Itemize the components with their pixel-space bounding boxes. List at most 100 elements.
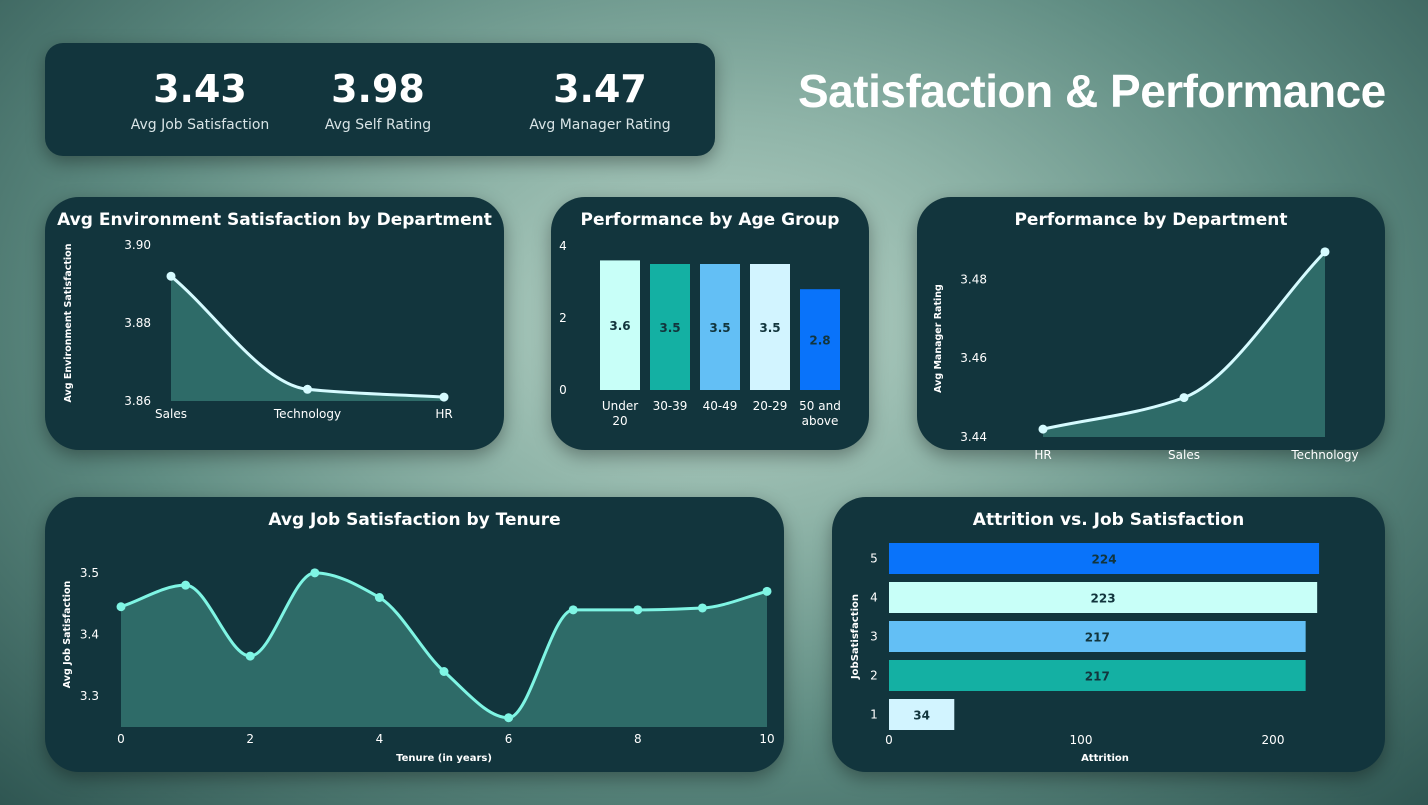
env-satisfaction-panel: Avg Environment Satisfaction by Departme… [45, 197, 504, 450]
chart-title: Performance by Department [1014, 210, 1288, 230]
data-point [303, 384, 312, 394]
x-tick-label: 0 [885, 733, 893, 747]
data-point [181, 580, 191, 590]
attrition-chart: 224 5 223 4 217 3 217 2 34 10 100 200 Attrition JobSa… [850, 543, 1320, 764]
x-axis-label: Tenure (in years) [396, 753, 492, 764]
y-tick-label: 3.86 [124, 394, 151, 408]
data-point [568, 605, 578, 615]
x-tick-label: 0 [117, 732, 125, 746]
kpi-label: Avg Manager Rating [529, 117, 671, 133]
x-tick-label: 20-29 [753, 399, 788, 413]
kpi-self-rating: 3.98 Avg Self Rating [278, 67, 478, 133]
bar [889, 543, 1320, 574]
kpi-label: Avg Job Satisfaction [130, 117, 270, 133]
data-label: 3.5 [759, 321, 780, 335]
y-tick-label: 3.5 [80, 566, 99, 580]
data-point [439, 667, 449, 676]
area-fill [1043, 251, 1325, 437]
y-tick-label: 3.90 [124, 238, 151, 252]
x-tick-label: 40-49 [703, 399, 738, 413]
y-tick-label: 0 [559, 383, 567, 397]
x-tick-label: 2 [246, 732, 254, 746]
y-tick-label: 3.3 [80, 689, 99, 703]
bar [650, 264, 690, 390]
y-tick-label: 3.48 [960, 272, 987, 286]
chart-title: Avg Job Satisfaction by Tenure [268, 510, 561, 530]
y-axis-label: Avg Job Satisfaction [62, 581, 73, 689]
y-tick-label: 5 [870, 552, 878, 566]
x-tick-label: Technology [1290, 448, 1358, 462]
data-label: 3.5 [709, 321, 730, 335]
data-point [374, 593, 384, 602]
data-label: 223 [1091, 592, 1116, 606]
kpi-card: 3.43 Avg Job Satisfaction 3.98 Avg Self … [45, 43, 715, 156]
data-label: 3.5 [659, 321, 680, 335]
x-axis-label: Attrition [1081, 753, 1129, 764]
kpi-value: 3.98 [331, 67, 425, 111]
chart-title: Performance by Age Group [580, 210, 840, 230]
data-point [633, 605, 643, 615]
x-tick-label: Under [602, 399, 638, 413]
x-tick-label: 10 [759, 732, 774, 746]
x-tick-label: Sales [1168, 448, 1200, 462]
x-tick-label: 8 [634, 732, 642, 746]
kpi-value: 3.47 [553, 67, 647, 111]
y-tick-label: 2 [870, 669, 878, 683]
area-fill [121, 572, 767, 727]
x-tick-label: 6 [505, 732, 513, 746]
bar [750, 264, 790, 390]
page-title: Satisfaction & Performance [798, 65, 1386, 117]
data-point [439, 392, 449, 402]
data-label: 2.8 [809, 334, 830, 348]
department-performance-panel: Performance by Department 3.44 3.46 3.48 HR… [917, 197, 1385, 462]
x-tick-label: 4 [376, 732, 384, 746]
x-tick-label: Sales [155, 407, 187, 421]
bar [700, 264, 740, 390]
x-tick-label: 20 [612, 414, 627, 428]
y-tick-label: 3.44 [960, 430, 987, 444]
data-point [762, 586, 772, 596]
bar [889, 582, 1318, 613]
data-point [504, 713, 514, 723]
x-tick-label: HR [435, 407, 452, 421]
y-tick-label: 1 [870, 708, 878, 722]
x-tick-label: above [802, 414, 839, 428]
bar [800, 289, 840, 390]
data-label: 34 [913, 709, 930, 723]
data-label: 3.6 [609, 319, 630, 333]
bar [889, 699, 955, 730]
y-tick-label: 4 [559, 239, 567, 253]
y-axis-label: JobSatisfaction [850, 594, 861, 680]
area-fill [171, 276, 444, 401]
data-point [310, 568, 320, 578]
bar [889, 660, 1306, 691]
y-axis-label: Avg Environment Satisfaction [63, 243, 74, 402]
y-tick-label: 3 [870, 630, 878, 644]
data-point [116, 602, 126, 612]
y-tick-label: 3.46 [960, 351, 987, 365]
kpi-manager-rating: 3.47 Avg Manager Rating [500, 67, 700, 133]
y-axis-label: Avg Manager Rating [933, 284, 944, 393]
attrition-panel: Attrition vs. Job Satisfaction 224 5 223 4 2… [832, 497, 1385, 772]
x-tick-label: Technology [273, 407, 341, 421]
y-tick-label: 2 [559, 311, 567, 325]
bar [600, 260, 640, 390]
bar [889, 621, 1306, 652]
y-tick-label: 4 [870, 591, 878, 605]
x-tick-label: 30-39 [653, 399, 688, 413]
kpi-job-satisfaction: 3.43 Avg Job Satisfaction [100, 67, 300, 133]
x-tick-label: HR [1034, 448, 1051, 462]
x-tick-label: 200 [1262, 733, 1285, 747]
age-group-panel: Performance by Age Group 0 2 4 3.6 Under 20 3.… [551, 197, 869, 450]
data-point [245, 651, 255, 661]
kpi-value: 3.43 [153, 67, 247, 111]
data-point [1320, 247, 1330, 257]
data-point [697, 603, 707, 613]
x-tick-label: 50 and [799, 399, 841, 413]
x-tick-label: 100 [1070, 733, 1093, 747]
data-label: 217 [1085, 670, 1110, 684]
tenure-panel: Avg Job Satisfaction by Tenure 3.3 3.4 3.5… [45, 497, 784, 772]
data-point [166, 271, 176, 281]
data-label: 217 [1085, 631, 1110, 645]
